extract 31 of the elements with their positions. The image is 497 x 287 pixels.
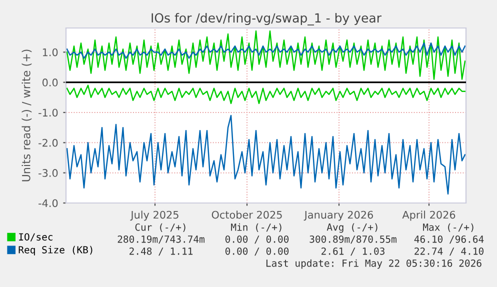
- text: Max (-/+): [423, 223, 474, 232]
- y-tick-label: 1.0: [42, 48, 58, 56]
- x-tick-label: October 2025: [212, 210, 282, 219]
- x-tick-label: July 2025: [130, 210, 178, 221]
- text: 0.00 / 0.00: [225, 247, 289, 256]
- text: 300.89m/870.55m: [310, 235, 396, 244]
- chart-title: IOs for /dev/ring-vg/swap_1 - by year: [152, 12, 382, 26]
- text: 2.48 / 1.11: [130, 247, 193, 256]
- line-series: [66, 30, 466, 80]
- text: 22.74 / 4.10: [414, 247, 484, 256]
- text: Cur (-/+): [135, 223, 186, 232]
- y-tick-label: -4.0: [38, 199, 58, 208]
- text: Last update: Fri May 22 05:30:16 2026: [266, 259, 482, 269]
- text: Min (-/+): [231, 223, 282, 232]
- y-tick-label: -2.0: [38, 138, 58, 147]
- legend-label: IO/sec: [19, 233, 52, 242]
- line-series: [66, 84, 466, 104]
- x-tick-label: April 2026: [402, 210, 456, 221]
- line-series: [66, 42, 466, 59]
- line-series: [66, 114, 466, 195]
- y-axis-title: Units read (-) / write (+): [22, 50, 32, 182]
- text: 0.00 / 0.00: [225, 235, 289, 244]
- x-tick-label: January 2026: [304, 210, 373, 221]
- legend-label: Req Size (KB): [18, 246, 92, 256]
- text: 280.19m/743.74m: [118, 235, 204, 244]
- text: 2.61 / 1.03: [322, 247, 384, 256]
- text: 46.10 /96.64: [414, 235, 484, 244]
- y-tick-label: -1.0: [38, 108, 58, 117]
- y-tick-label: 0.0: [42, 78, 58, 86]
- text: Avg (-/+): [326, 223, 378, 233]
- y-tick-label: -3.0: [38, 169, 58, 177]
